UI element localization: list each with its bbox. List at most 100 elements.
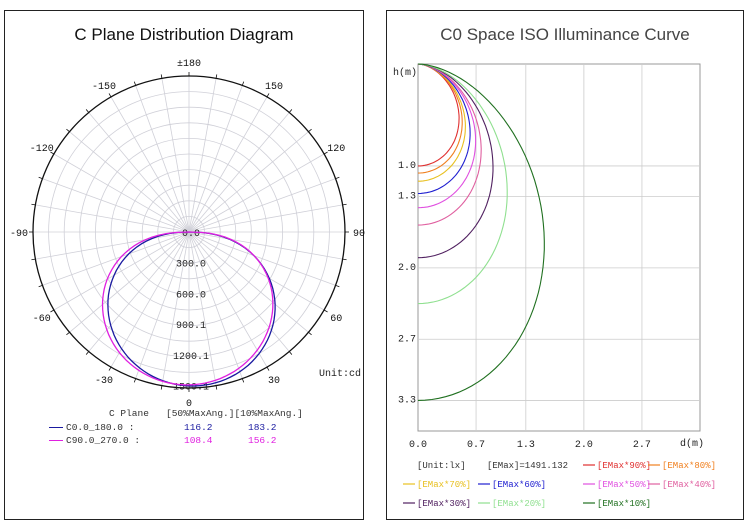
polar-grid-spoke <box>188 178 336 233</box>
iso-series-2 <box>417 63 463 174</box>
iso-legend-label: [EMax*60%] <box>492 480 546 490</box>
iso-series-4 <box>417 63 471 195</box>
polar-angle-label: 0 <box>186 399 192 410</box>
iso-legend-label: [EMax*80%] <box>662 461 716 471</box>
iso-series-8 <box>417 63 508 305</box>
legend-row-c0-v10: 183.2 <box>248 422 277 433</box>
polar-grid-spoke <box>188 231 290 352</box>
polar-outer-tick <box>38 284 43 288</box>
polar-radial-label: 0.0 <box>182 229 200 240</box>
polar-grid-spoke <box>69 131 190 233</box>
polar-radial-label: 1200.1 <box>173 352 209 363</box>
polar-grid-spoke <box>188 231 217 386</box>
iso-legend-label: [EMax*10%] <box>597 499 651 509</box>
polar-grid-spoke <box>188 231 343 260</box>
polar-outer-tick <box>308 128 312 133</box>
polar-grid-spoke <box>88 112 190 233</box>
polar-outer-tick <box>38 176 43 180</box>
iso-series-9 <box>417 63 545 401</box>
polar-outer-tick <box>215 385 218 390</box>
legend-row-c90-name: C90.0_270.0 : <box>66 435 141 446</box>
polar-grid-spoke <box>53 153 190 233</box>
polar-outer-tick <box>288 109 293 113</box>
polar-angle-label: -30 <box>95 376 113 387</box>
polar-outer-tick <box>288 351 293 355</box>
polar-angle-label: 30 <box>268 376 280 387</box>
polar-grid-spoke <box>188 204 343 233</box>
polar-radial-label: 600.0 <box>176 290 206 301</box>
legend-row-c90-v10: 156.2 <box>248 435 277 446</box>
polar-outer-tick <box>308 331 312 336</box>
polar-angle-label: 150 <box>265 82 283 93</box>
polar-angle-label: ±180 <box>177 59 201 70</box>
legend-header-plane: C Plane <box>109 408 149 419</box>
polar-grid-spoke <box>35 231 190 260</box>
polar-grid-spoke <box>35 204 190 233</box>
polar-outer-tick <box>241 81 245 86</box>
iso-y-axis-label: h(m) <box>393 67 417 79</box>
polar-outer-tick <box>241 378 245 383</box>
polar-outer-tick <box>335 176 340 180</box>
iso-series-5 <box>417 63 477 209</box>
polar-outer-tick <box>85 351 90 355</box>
polar-grid-spoke <box>188 231 243 379</box>
polar-outer-tick <box>85 109 90 113</box>
iso-legend-label: [EMax*90%] <box>597 461 651 471</box>
polar-outer-tick <box>108 366 112 371</box>
polar-unit-label: Unit:cd <box>319 368 361 380</box>
polar-grid-spoke <box>188 85 243 233</box>
polar-chart-panel: C Plane Distribution Diagram ±180 150 120 9… <box>4 10 365 520</box>
polar-grid-spoke <box>188 153 325 233</box>
iso-legend-label: [EMax*70%] <box>417 480 471 490</box>
polar-outer-tick <box>160 385 163 390</box>
polar-series-c90 <box>101 231 274 386</box>
polar-grid-spoke <box>135 85 190 233</box>
polar-outer-tick <box>342 258 347 261</box>
iso-legend-label: [EMax*20%] <box>492 499 546 509</box>
polar-grid-spoke <box>161 231 190 386</box>
polar-angle-label: -150 <box>92 82 116 93</box>
polar-grid-spoke <box>110 96 190 233</box>
polar-outer-tick <box>66 331 70 336</box>
polar-outer-tick <box>133 378 137 383</box>
iso-unit-label: [Unit:lx] <box>417 461 466 471</box>
legend-row-c0: C0.0_180.0 : <box>49 422 134 433</box>
iso-x-axis-label: d(m) <box>680 438 704 450</box>
polar-outer-tick <box>108 93 112 98</box>
polar-outer-tick <box>133 81 137 86</box>
legend-swatch-c90 <box>49 439 63 441</box>
polar-chart-title: C Plane Distribution Diagram <box>74 25 294 44</box>
polar-chart-svg: ±180 150 120 90 60 30 0 -30 -60 -90 -120 -150 0.0 300… <box>10 59 365 410</box>
polar-outer-tick <box>323 309 328 313</box>
legend-header-10: [10%MaxAng.] <box>234 408 303 419</box>
polar-outer-tick <box>31 258 36 261</box>
polar-outer-tick <box>160 74 163 79</box>
polar-grid-spoke <box>42 178 190 233</box>
iso-series-6 <box>417 63 482 226</box>
polar-grid-spoke <box>188 78 217 233</box>
polar-grid-spoke <box>135 231 190 379</box>
legend-header-50: [50%MaxAng.] <box>166 408 235 419</box>
iso-chart-svg: h(m) d(m) 0.0 0.7 1.3 2.0 2.7 1.0 1.3 2.0 2.7 3.3 [U… <box>393 63 716 509</box>
polar-radial-label: 300.0 <box>176 260 206 271</box>
polar-outer-tick <box>215 74 218 79</box>
polar-grid-spoke <box>188 231 325 311</box>
iso-plot-frame <box>417 63 701 432</box>
iso-emax-label: [EMax]=1491.132 <box>487 461 568 471</box>
polar-grid-spoke <box>188 231 268 368</box>
polar-outer-tick <box>323 151 328 155</box>
legend-swatch-c0 <box>49 426 63 428</box>
iso-y-tick-label: 1.0 <box>398 161 416 172</box>
iso-x-tick-label: 2.7 <box>633 440 651 451</box>
polar-grid-spoke <box>188 231 309 333</box>
iso-x-tick-label: 2.0 <box>575 440 593 451</box>
polar-outer-tick <box>266 366 270 371</box>
iso-x-tick-label: 1.3 <box>517 440 535 451</box>
polar-grid-spoke <box>53 231 190 311</box>
polar-grid-spoke <box>188 131 309 233</box>
polar-grid-spoke <box>188 112 290 233</box>
polar-angle-label: -60 <box>33 314 51 325</box>
polar-angle-label: -120 <box>30 144 54 155</box>
polar-angle-label: 120 <box>327 144 345 155</box>
polar-outer-tick <box>66 128 70 133</box>
